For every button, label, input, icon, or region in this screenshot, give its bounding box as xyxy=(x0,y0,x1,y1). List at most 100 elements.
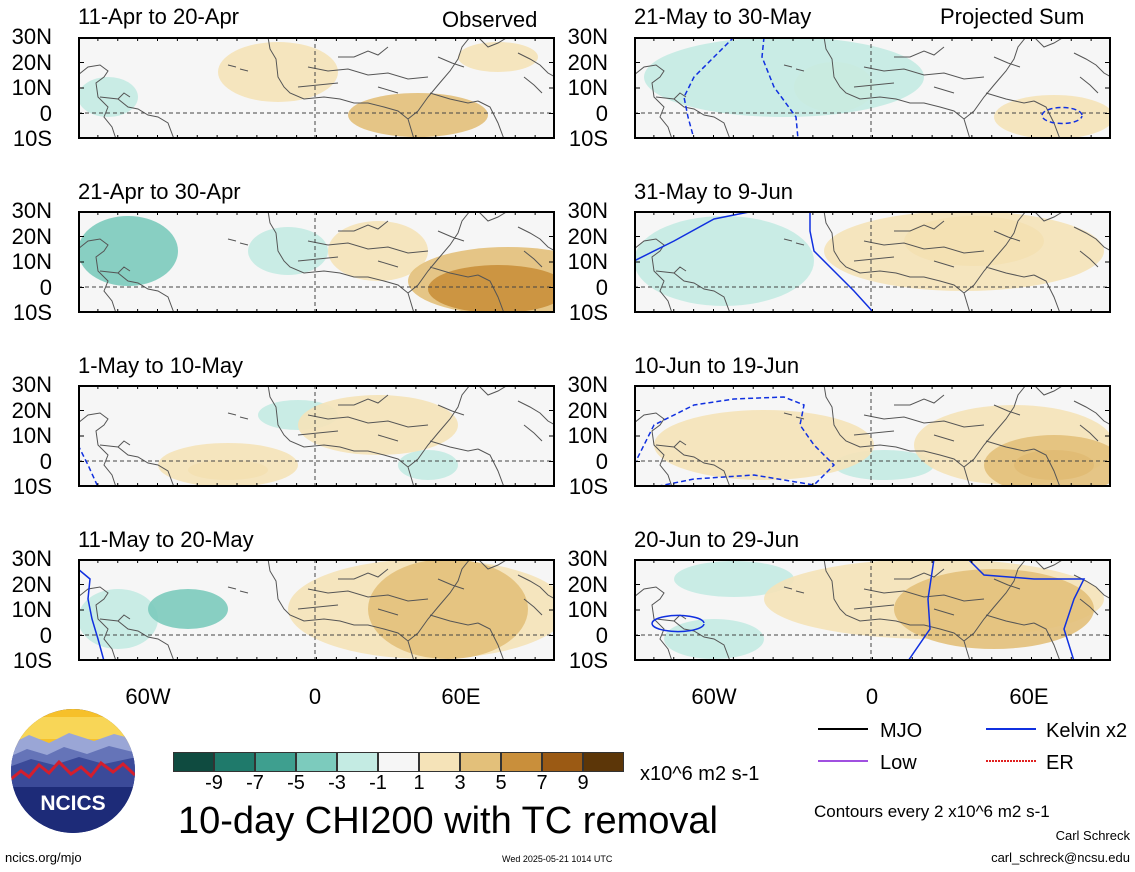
panel-tag: Observed xyxy=(442,7,538,32)
lat-label: 10S xyxy=(568,300,608,325)
lat-label: 10S xyxy=(12,474,52,499)
colorbar-tick-label: 9 xyxy=(577,772,589,794)
lat-label: 30N xyxy=(567,372,608,397)
colorbar-swatch xyxy=(501,752,542,772)
panel-title: 21-May to 30-May xyxy=(634,4,812,29)
legend-label-mjo: MJO xyxy=(880,720,923,742)
colorbar-swatch xyxy=(337,752,378,772)
colorbar-swatch xyxy=(296,752,337,772)
lat-label: 10S xyxy=(568,126,608,151)
site-link[interactable]: ncics.org/mjo xyxy=(5,850,82,865)
lon-label: 60W xyxy=(691,684,737,709)
panel-title: 21-Apr to 30-Apr xyxy=(78,179,241,204)
lat-label: 0 xyxy=(595,274,608,300)
lon-label: 60E xyxy=(1009,684,1049,709)
lat-label: 0 xyxy=(39,448,52,474)
timestamp: Wed 2025-05-21 1014 UTC xyxy=(502,854,613,864)
lat-label: 30N xyxy=(11,198,52,223)
lat-label: 10S xyxy=(568,474,608,499)
lon-label: 0 xyxy=(308,684,322,709)
lon-label: 0 xyxy=(865,684,879,709)
colorbar-swatch xyxy=(378,752,419,772)
colorbar-swatch xyxy=(255,752,296,772)
panel-title: 11-May to 20-May xyxy=(78,527,254,552)
colorbar-tick-label: 1 xyxy=(413,772,425,794)
colorbar-swatch xyxy=(173,752,214,772)
lat-label: 20N xyxy=(567,49,608,75)
lat-label: 20N xyxy=(11,397,52,423)
colorbar-units: x10^6 m2 s-1 xyxy=(640,763,760,785)
lat-label: 20N xyxy=(11,571,52,597)
lat-label: 10S xyxy=(568,648,608,673)
colorbar-tick-label: -3 xyxy=(328,772,346,794)
lat-label: 0 xyxy=(595,448,608,474)
legend-line-kelvin xyxy=(986,728,1036,730)
colorbar-tick-label: -5 xyxy=(287,772,305,794)
author: Carl Schreck xyxy=(1055,828,1130,843)
colorbar-tick-label: -1 xyxy=(369,772,387,794)
lat-label: 30N xyxy=(567,546,608,571)
lat-label: 10N xyxy=(11,597,52,622)
lat-label: 0 xyxy=(595,622,608,648)
lat-label: 20N xyxy=(11,49,52,75)
lat-label: 30N xyxy=(567,198,608,223)
legend-label-kelvin: Kelvin x2 xyxy=(1046,720,1128,742)
colorbar-tick-label: 5 xyxy=(495,772,507,794)
lat-label: 10N xyxy=(567,249,608,274)
map-panel xyxy=(78,559,555,661)
lat-label: 10S xyxy=(12,126,52,151)
colorbar-swatch xyxy=(419,752,460,772)
map-panel xyxy=(78,385,555,487)
panel-title: 20-Jun to 29-Jun xyxy=(634,527,800,552)
logo-text: NCICS xyxy=(40,792,105,815)
lat-label: 0 xyxy=(39,274,52,300)
panel-tag: Projected Sum xyxy=(940,4,1085,29)
map-panel xyxy=(634,385,1111,487)
lat-label: 20N xyxy=(11,223,52,249)
lat-label: 0 xyxy=(39,100,52,126)
lat-label: 30N xyxy=(11,372,52,397)
legend-line-er xyxy=(986,760,1036,762)
map-panel xyxy=(634,559,1111,661)
legend-line-mjo xyxy=(818,728,868,730)
lat-label: 0 xyxy=(39,622,52,648)
lat-label: 10S xyxy=(12,648,52,673)
colorbar-tick-label: -9 xyxy=(205,772,223,794)
panel-title: 10-Jun to 19-Jun xyxy=(634,353,800,378)
colorbar-tick-label: 3 xyxy=(454,772,466,794)
email[interactable]: carl_schreck@ncsu.edu xyxy=(991,850,1130,865)
colorbar-tick-label: -7 xyxy=(246,772,264,794)
panel-title: 31-May to 9-Jun xyxy=(634,179,793,204)
lat-label: 10N xyxy=(567,423,608,448)
colorbar-swatch xyxy=(214,752,255,772)
lat-label: 20N xyxy=(567,223,608,249)
lat-label: 20N xyxy=(567,571,608,597)
legend-label-er: ER xyxy=(1046,752,1074,774)
panel-title: 1-May to 10-May xyxy=(78,353,244,378)
map-panel xyxy=(634,37,1111,139)
lat-label: 10N xyxy=(567,597,608,622)
lat-label: 10N xyxy=(11,423,52,448)
main-title: 10-day CHI200 with TC removal xyxy=(178,800,718,842)
contour-note: Contours every 2 x10^6 m2 s-1 xyxy=(814,802,1050,821)
lat-label: 0 xyxy=(595,100,608,126)
lat-label: 10N xyxy=(11,249,52,274)
legend-label-low: Low xyxy=(880,752,917,774)
lat-label: 10N xyxy=(567,75,608,100)
lat-label: 10N xyxy=(11,75,52,100)
panel-title: 11-Apr to 20-Apr xyxy=(78,4,240,29)
colorbar-swatch xyxy=(542,752,583,772)
colorbar-tick-label: 7 xyxy=(536,772,548,794)
lat-label: 30N xyxy=(567,24,608,49)
legend-line-low xyxy=(818,760,868,762)
lat-label: 10S xyxy=(12,300,52,325)
lat-label: 30N xyxy=(11,24,52,49)
colorbar-swatch xyxy=(583,752,624,772)
lon-label: 60E xyxy=(441,684,481,709)
ncics-logo: NCICS xyxy=(11,709,135,833)
lon-label: 60W xyxy=(125,684,171,709)
map-panel xyxy=(78,37,555,139)
lat-label: 20N xyxy=(567,397,608,423)
map-panel xyxy=(634,211,1111,313)
map-panel xyxy=(78,211,555,313)
